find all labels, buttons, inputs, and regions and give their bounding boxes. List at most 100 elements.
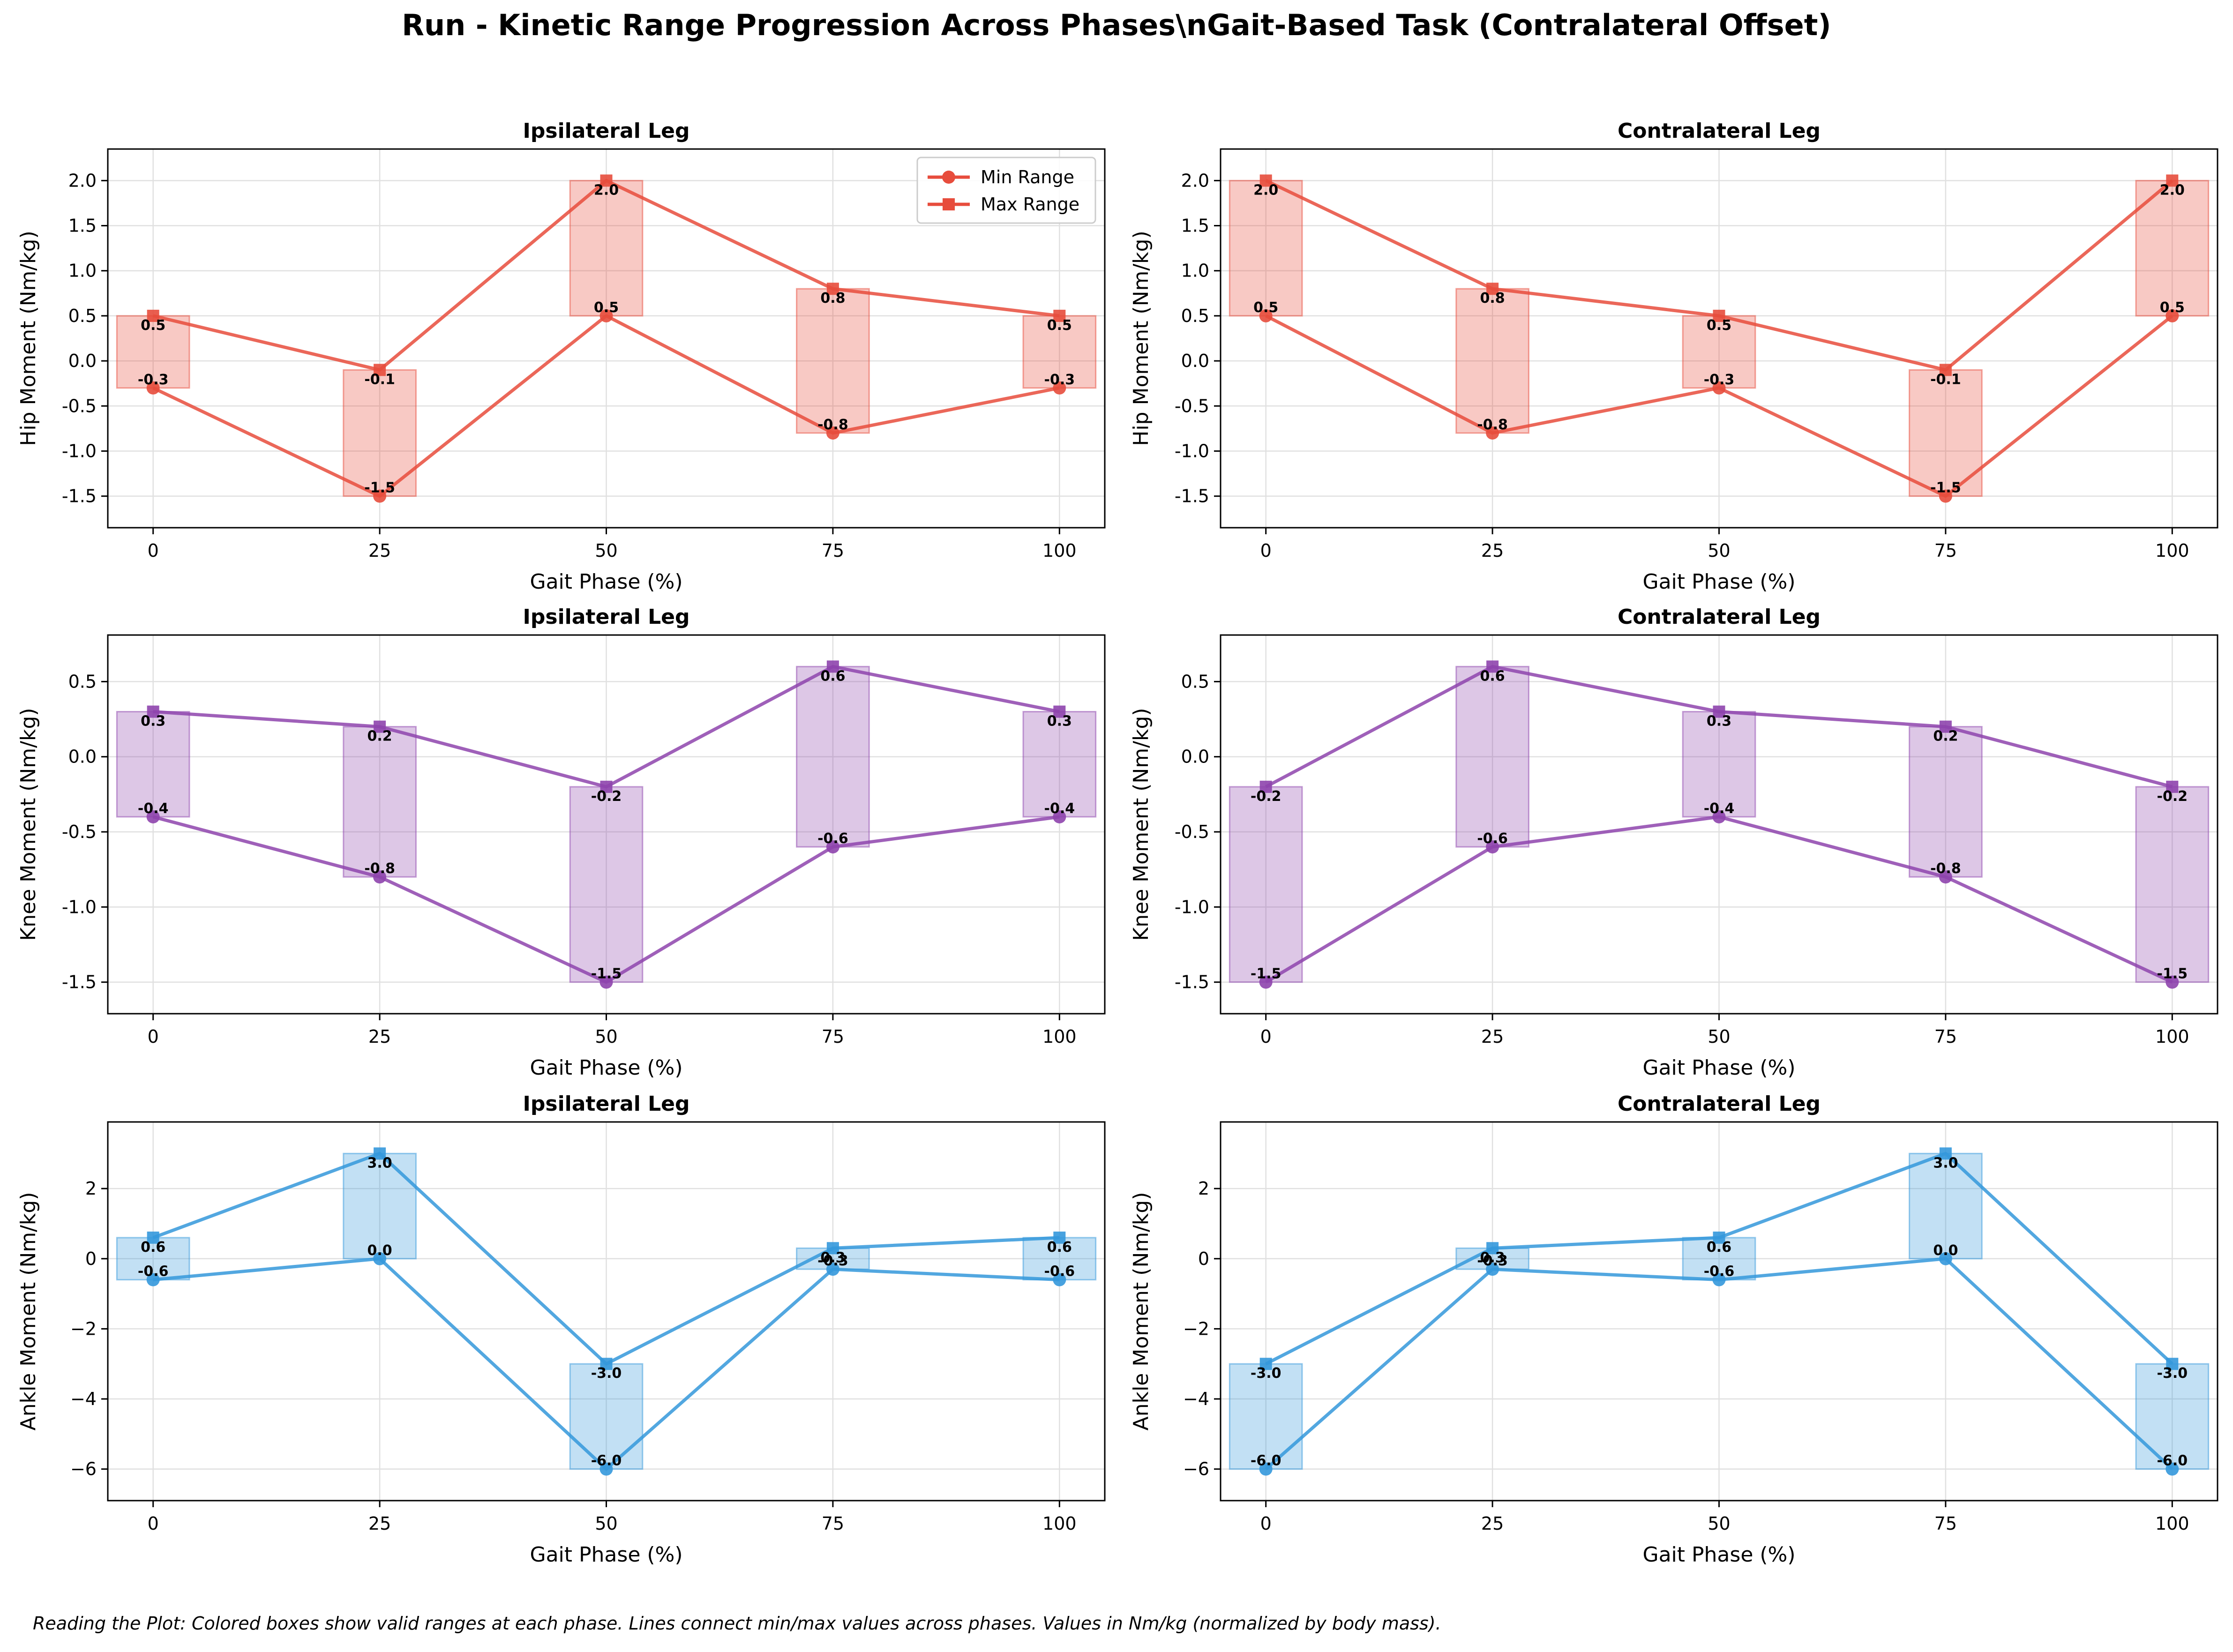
subplot-title: Ipsilateral Leg: [523, 1092, 690, 1116]
min-marker: [146, 810, 160, 823]
x-tick-label: 50: [595, 1513, 617, 1534]
min-value-label: -0.3: [817, 1253, 848, 1269]
y-tick-label: 2.0: [1181, 170, 1209, 191]
x-tick-label: 100: [2155, 1026, 2189, 1047]
legend-max-marker: [943, 198, 955, 210]
min-value-label: -1.5: [1930, 480, 1961, 496]
range-box: [1909, 726, 1983, 878]
min-marker: [1053, 1273, 1066, 1286]
max-marker: [1259, 174, 1272, 187]
min-value-label: -0.4: [1704, 800, 1735, 817]
y-tick-label: 0: [85, 1248, 97, 1269]
y-tick-label: −6: [70, 1459, 97, 1480]
axes-frame: [107, 1121, 1106, 1502]
max-marker: [1713, 705, 1725, 718]
min-marker: [599, 1462, 613, 1476]
subplot-hip-contralateral: 0 25 50 75 100 -1.5 -1.0 -0.5 0.0 0.5 1.0 1.5 2.0 0.5…: [1129, 119, 2218, 594]
min-value-label: -0.6: [817, 830, 848, 847]
max-value-label: -0.2: [2157, 788, 2188, 805]
min-value-label: -0.6: [1044, 1263, 1075, 1280]
min-marker: [1259, 1462, 1273, 1476]
x-tick-label: 0: [148, 1513, 159, 1534]
x-axis-label: Gait Phase (%): [530, 1543, 682, 1567]
y-axis-label: Knee Moment (Nm/kg): [1129, 708, 1153, 941]
subplot-knee-contralateral: 0 25 50 75 100 -1.5 -1.0 -0.5 0.0 0.5 -1.5 -0.2 -0.6…: [1129, 605, 2218, 1080]
subplot-title: Contralateral Leg: [1618, 119, 1821, 143]
min-value-label: -0.3: [1044, 372, 1075, 388]
y-tick-label: −6: [1183, 1459, 1209, 1480]
range-box: [2135, 179, 2210, 317]
max-marker: [1259, 780, 1272, 793]
legend-frame: [916, 157, 1096, 224]
max-value-label: 2.0: [594, 182, 619, 198]
y-tick-label: 0.0: [68, 747, 97, 767]
max-value-label: -0.2: [591, 788, 622, 805]
min-marker: [2166, 1462, 2179, 1476]
x-tick-label: 50: [1708, 1513, 1730, 1534]
range-box: [2135, 786, 2210, 983]
y-tick-label: 0.0: [1181, 351, 1209, 371]
min-marker: [2166, 975, 2179, 989]
min-marker: [1486, 426, 1499, 440]
x-tick-label: 100: [2155, 1513, 2189, 1534]
legend-min-marker: [942, 171, 955, 184]
subplot-title: Contralateral Leg: [1618, 1092, 1821, 1116]
max-marker: [826, 660, 839, 673]
min-marker: [373, 1252, 387, 1265]
range-box: [569, 786, 644, 983]
min-value-label: 0.5: [2160, 299, 2185, 316]
min-value-label: 0.5: [594, 299, 619, 316]
max-marker: [2166, 1358, 2179, 1370]
range-box: [1909, 1152, 1983, 1260]
max-value-label: 0.5: [1047, 317, 1072, 334]
max-marker: [147, 1231, 159, 1244]
max-value-label: -3.0: [1251, 1365, 1281, 1382]
min-marker: [1486, 1263, 1499, 1276]
range-box: [569, 179, 644, 317]
min-value-label: -1.5: [591, 966, 622, 982]
max-value-label: 3.0: [367, 1155, 392, 1171]
range-box: [1682, 1237, 1756, 1281]
subplot-title: Contralateral Leg: [1618, 605, 1821, 629]
max-value-label: 0.8: [820, 290, 845, 306]
max-marker: [147, 309, 159, 322]
subplot-title: Ipsilateral Leg: [523, 119, 690, 143]
min-value-label: -0.6: [1704, 1263, 1735, 1280]
x-tick-label: 0: [1260, 1513, 1272, 1534]
min-value-label: -0.4: [1044, 800, 1075, 817]
max-value-label: 0.2: [1933, 728, 1958, 745]
max-marker: [600, 780, 613, 793]
min-value-label: -0.6: [1477, 830, 1508, 847]
max-value-label: 2.0: [2160, 182, 2185, 198]
y-tick-label: -1.5: [1175, 972, 1209, 993]
max-marker: [374, 364, 386, 376]
range-box: [796, 665, 870, 848]
min-value-label: -0.3: [1477, 1253, 1508, 1269]
subplot-knee-ipsilateral: 0 25 50 75 100 -1.5 -1.0 -0.5 0.0 0.5 -0.4 0.3 -0.8 0…: [16, 605, 1106, 1080]
max-marker: [1053, 309, 1066, 322]
x-axis-label: Gait Phase (%): [530, 570, 682, 594]
max-value-label: 2.0: [1253, 182, 1278, 198]
max-value-label: 0.3: [820, 1249, 845, 1266]
min-value-label: -6.0: [591, 1453, 622, 1469]
subplot-ankle-ipsilateral: 0 25 50 75 100 −6 −4 −2 0 2 -0.6 0.6 0.0 3.0 -6.0 -3.0 -…: [16, 1092, 1106, 1567]
x-axis-label: Gait Phase (%): [530, 1056, 682, 1080]
min-value-label: -0.6: [138, 1263, 169, 1280]
range-box: [796, 288, 870, 434]
y-tick-label: 0.0: [68, 351, 97, 371]
max-value-label: 0.3: [1707, 713, 1731, 730]
range-box: [116, 315, 190, 389]
max-marker: [1486, 660, 1499, 673]
x-tick-label: 50: [595, 540, 617, 561]
min-marker: [826, 426, 839, 440]
subplot-title: Ipsilateral Leg: [523, 605, 690, 629]
x-tick-label: 100: [2155, 540, 2189, 561]
max-value-label: -3.0: [2157, 1365, 2188, 1382]
y-tick-label: -0.5: [62, 822, 97, 842]
y-tick-label: -1.0: [62, 441, 97, 461]
min-value-label: -1.5: [2157, 966, 2188, 982]
max-marker: [147, 705, 159, 718]
min-marker: [1259, 309, 1273, 322]
